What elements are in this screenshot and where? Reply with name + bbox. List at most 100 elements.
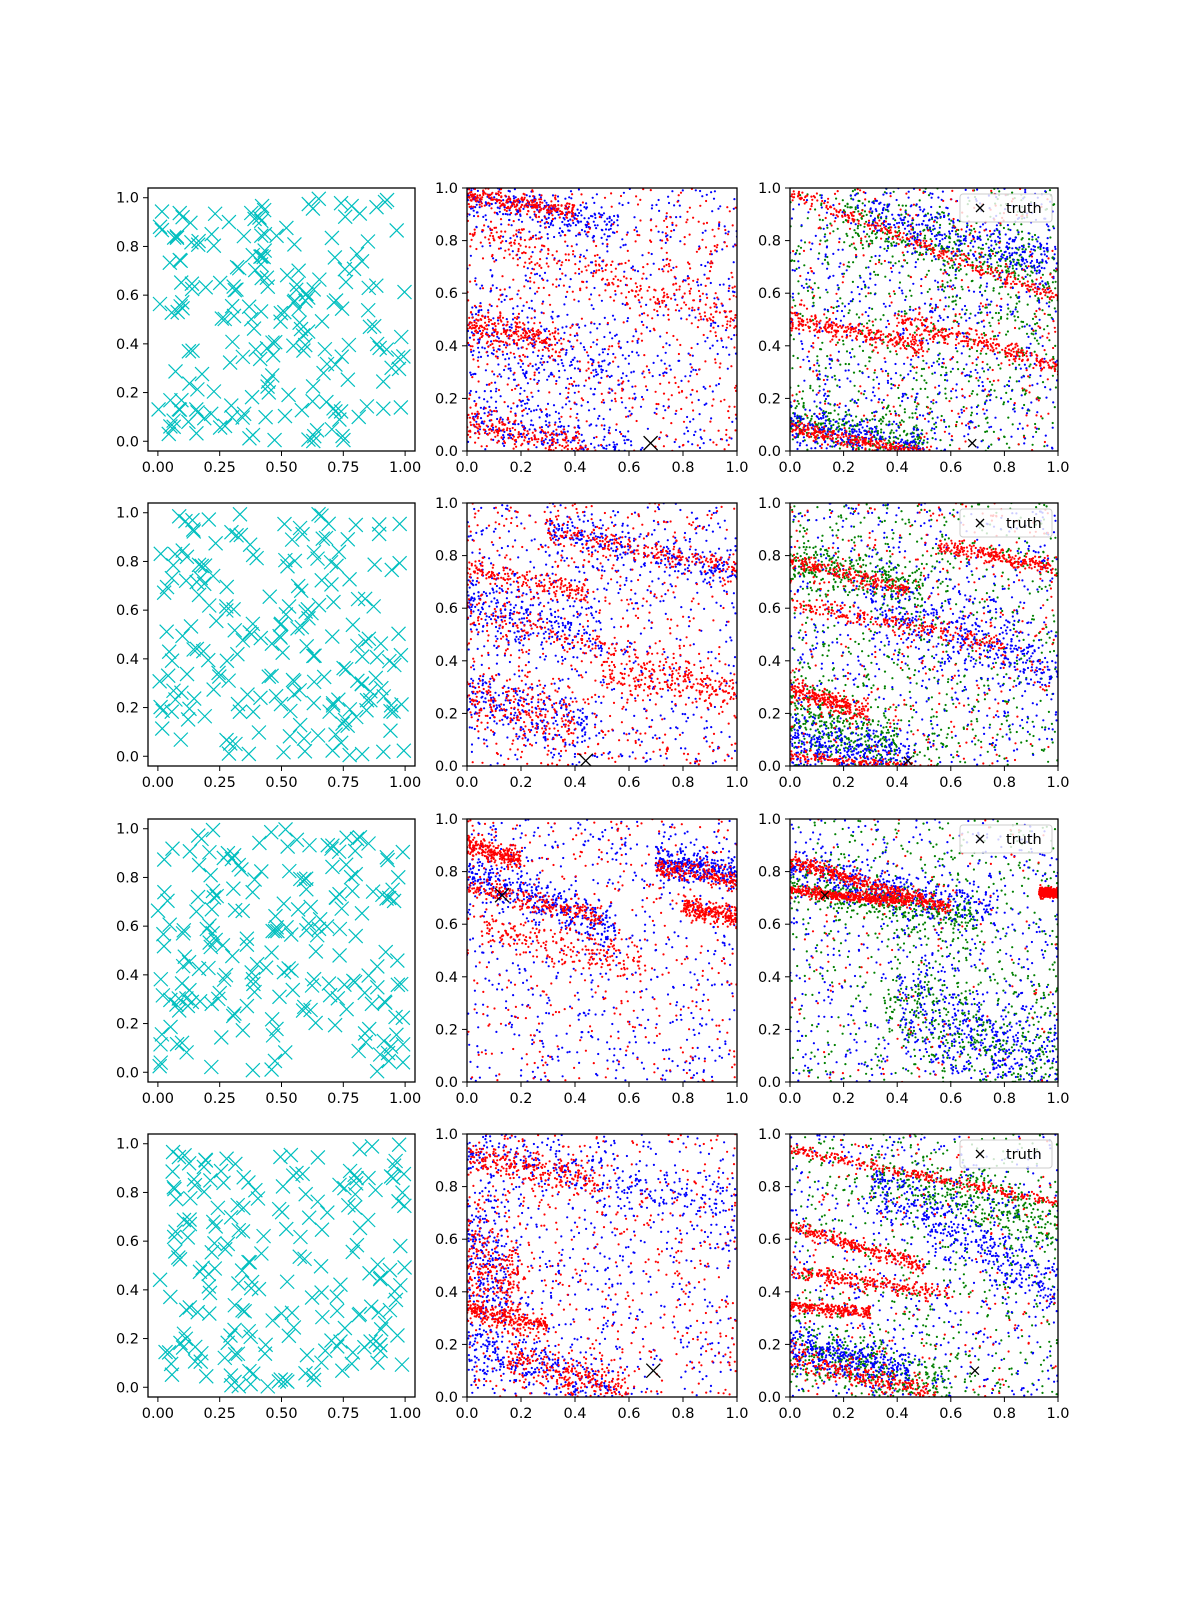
point-blue	[587, 217, 590, 220]
point-green	[811, 297, 815, 300]
point-blue	[963, 313, 967, 316]
point-blue	[1013, 238, 1017, 241]
point-red	[480, 333, 483, 336]
point-blue	[489, 390, 492, 393]
point-green	[847, 261, 850, 264]
point-blue	[960, 242, 963, 245]
point-green	[790, 427, 793, 430]
point-red	[504, 365, 507, 368]
point-green	[792, 299, 795, 302]
point-red	[670, 394, 673, 397]
point-red	[612, 277, 615, 281]
point-blue	[1047, 305, 1051, 308]
point-blue	[880, 216, 883, 219]
point-blue	[836, 300, 839, 303]
point-red	[718, 311, 722, 314]
point-blue	[646, 388, 649, 392]
sample-x-marker	[253, 228, 269, 244]
point-green	[866, 322, 869, 325]
point-blue	[834, 420, 837, 423]
sample-x-marker	[231, 260, 247, 276]
point-green	[1046, 281, 1049, 284]
point-blue	[673, 204, 676, 207]
point-red	[530, 317, 533, 320]
point-red	[503, 256, 506, 259]
point-blue	[625, 374, 628, 377]
point-red	[547, 349, 550, 352]
point-red	[683, 301, 686, 304]
point-blue	[797, 203, 801, 206]
point-blue	[478, 309, 481, 312]
point-blue	[717, 325, 720, 328]
point-green	[950, 219, 953, 222]
point-green	[900, 419, 904, 422]
point-red	[467, 203, 470, 206]
point-green	[844, 204, 847, 208]
point-green	[1034, 422, 1037, 426]
point-blue	[557, 363, 560, 366]
point-red	[689, 287, 693, 290]
sample-x-marker	[389, 223, 405, 238]
point-green	[918, 253, 921, 256]
point-blue	[561, 220, 564, 224]
point-red	[490, 419, 493, 422]
point-red	[485, 445, 488, 448]
point-red	[492, 239, 496, 242]
point-blue	[598, 256, 601, 259]
point-blue	[791, 269, 794, 272]
point-red	[719, 400, 723, 403]
point-blue	[892, 264, 895, 267]
point-blue	[489, 244, 492, 247]
point-green	[844, 219, 848, 222]
point-blue	[926, 224, 929, 227]
point-blue	[954, 389, 958, 392]
point-red	[648, 286, 651, 289]
point-red	[661, 299, 664, 302]
point-red	[492, 198, 495, 201]
point-blue	[724, 232, 727, 235]
point-red	[516, 203, 519, 206]
point-blue	[694, 369, 697, 372]
point-red	[474, 197, 477, 200]
point-green	[1047, 282, 1050, 285]
point-red	[574, 272, 577, 275]
point-green	[977, 379, 980, 382]
point-blue	[633, 269, 637, 272]
sample-x-marker	[369, 199, 384, 215]
point-green	[868, 419, 872, 422]
point-red	[524, 251, 527, 255]
y-tick-label: 0.4	[116, 337, 139, 353]
point-blue	[593, 436, 596, 439]
point-blue	[700, 263, 703, 267]
point-red	[494, 325, 497, 328]
point-blue	[814, 234, 817, 237]
point-green	[943, 259, 946, 262]
point-red	[522, 322, 525, 325]
point-blue	[521, 368, 524, 372]
point-red	[476, 199, 479, 202]
point-green	[992, 430, 996, 433]
point-blue	[526, 402, 529, 405]
point-red	[713, 235, 716, 238]
point-blue	[701, 195, 704, 198]
point-green	[999, 317, 1003, 320]
point-blue	[606, 353, 610, 356]
point-red	[497, 236, 500, 239]
point-blue	[882, 431, 885, 434]
point-blue	[522, 304, 525, 307]
point-blue	[884, 437, 887, 440]
point-green	[857, 390, 860, 393]
point-blue	[692, 418, 695, 421]
point-red	[529, 341, 532, 344]
point-blue	[709, 347, 712, 350]
point-green	[1018, 263, 1021, 266]
point-green	[1048, 313, 1052, 316]
point-red	[691, 401, 694, 404]
point-green	[858, 370, 861, 373]
point-blue	[867, 314, 870, 317]
point-red	[515, 344, 519, 347]
point-blue	[678, 445, 681, 448]
point-blue	[568, 400, 571, 403]
point-blue	[976, 322, 979, 325]
point-red	[531, 190, 534, 193]
